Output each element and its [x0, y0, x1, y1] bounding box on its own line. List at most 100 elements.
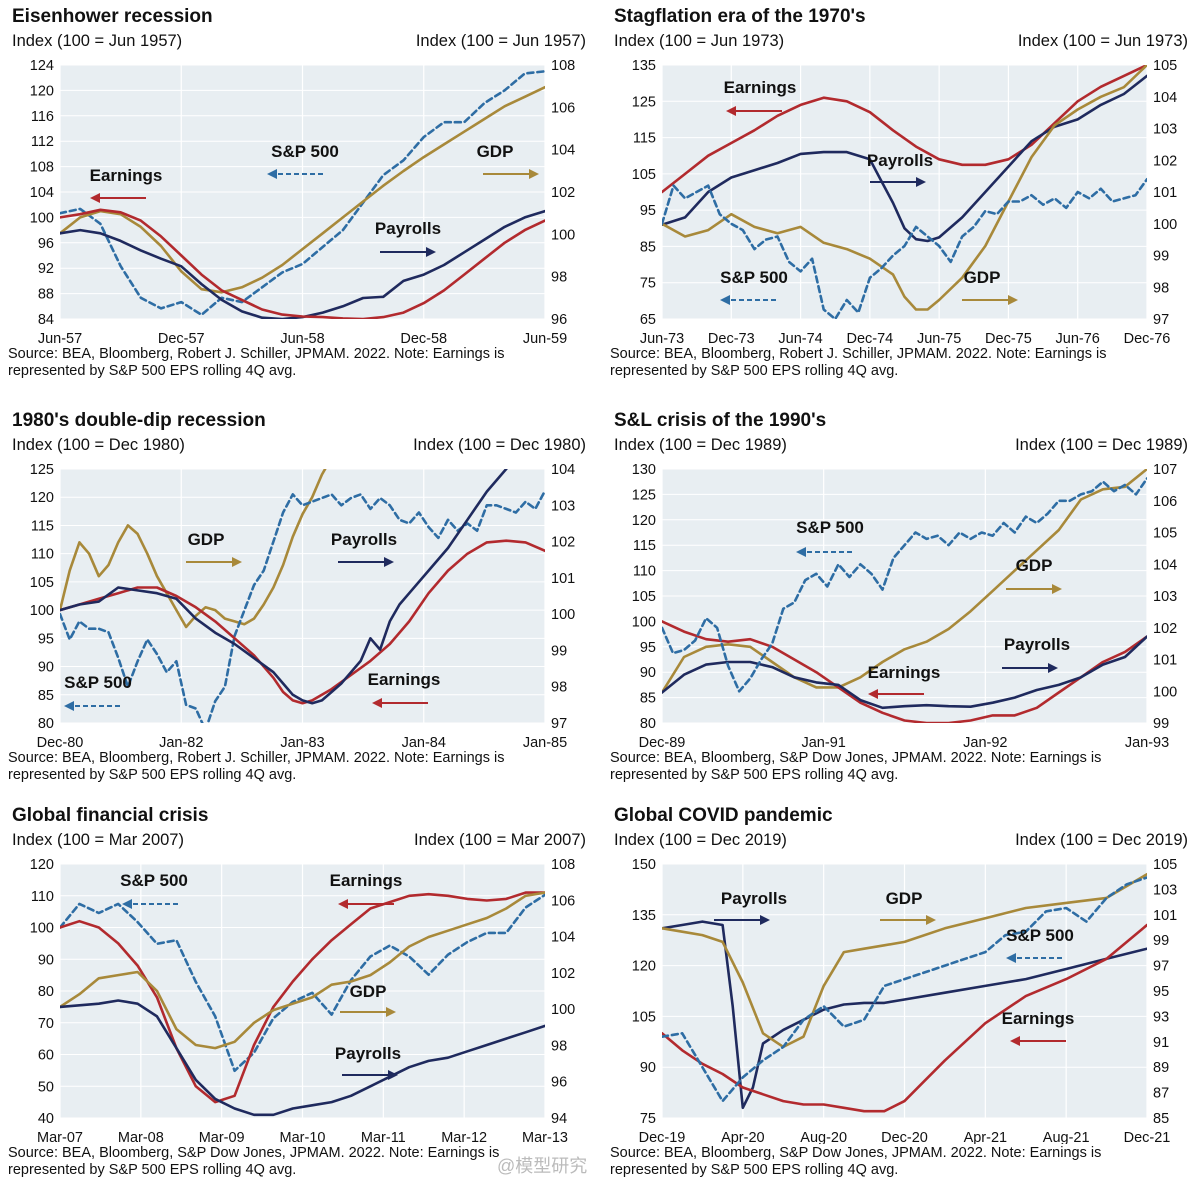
right-tick-label: 96 — [551, 312, 567, 328]
x-tick-label: Dec-58 — [400, 331, 447, 345]
chart-plot: 120 110 100 90 80 70 60 50 40 108 106 104 102 100 98 96… — [30, 857, 575, 1144]
left-tick-label: 135 — [632, 908, 656, 924]
right-tick-label: 100 — [551, 1002, 575, 1018]
chart-panel-sl-crisis: S&L crisis of the 1990's Index (100 = De… — [610, 404, 1200, 799]
right-axis-label: Index (100 = Jun 1957) — [415, 32, 586, 50]
source-line-2: represented by S&P 500 EPS rolling 4Q av… — [8, 1162, 297, 1178]
x-tick-label: Mar-07 — [37, 1130, 83, 1144]
x-tick-label: Jan-91 — [801, 735, 845, 749]
arrowhead-icon — [64, 701, 74, 711]
right-tick-label: 98 — [1153, 280, 1169, 296]
arrowhead-icon — [1010, 1036, 1020, 1046]
right-tick-label: 106 — [1153, 494, 1177, 510]
x-tick-label: Jun-76 — [1056, 331, 1100, 345]
left-tick-label: 88 — [38, 287, 54, 303]
left-tick-label: 105 — [30, 575, 54, 591]
right-tick-label: 97 — [551, 716, 567, 732]
source-note: Source: BEA, Bloomberg, S&P Dow Jones, J… — [610, 750, 1200, 784]
chart-title: Stagflation era of the 1970's — [614, 6, 866, 27]
source-line-1: Source: BEA, Bloomberg, S&P Dow Jones, J… — [610, 750, 1102, 766]
left-tick-label: 60 — [38, 1048, 54, 1064]
right-tick-label: 104 — [551, 143, 575, 159]
series-group — [662, 872, 1147, 1113]
left-tick-label: 115 — [633, 131, 656, 147]
right-tick-label: 98 — [551, 680, 567, 696]
left-tick-label: 115 — [633, 538, 656, 554]
arrowhead-icon — [868, 689, 878, 699]
right-tick-label: 97 — [1153, 959, 1169, 975]
arrowhead-icon — [926, 915, 936, 925]
series-label-earnings: Earnings — [1002, 1009, 1075, 1028]
source-line-2: represented by S&P 500 EPS rolling 4Q av… — [610, 1162, 899, 1178]
right-tick-label: 99 — [1153, 933, 1169, 949]
series-label-sandp-500: S&P 500 — [120, 871, 188, 890]
series-group — [60, 891, 545, 1117]
arrowhead-icon — [122, 899, 132, 909]
left-tick-label: 96 — [38, 236, 54, 252]
series-label-gdp: GDP — [477, 142, 514, 161]
x-tick-label: Mar-12 — [441, 1130, 487, 1144]
left-tick-label: 115 — [31, 518, 54, 534]
left-tick-label: 80 — [640, 716, 656, 732]
x-tick-label: Jan-83 — [280, 735, 324, 749]
series-label-sandp-500: S&P 500 — [1006, 926, 1074, 945]
series-line-earnings — [662, 65, 1147, 194]
chart-title: S&L crisis of the 1990's — [614, 410, 827, 431]
right-tick-label: 103 — [1153, 589, 1177, 605]
x-tick-label: Jan-92 — [963, 735, 1007, 749]
left-tick-label: 70 — [38, 1016, 54, 1032]
left-tick-label: 124 — [30, 58, 54, 74]
x-tick-label: Jun-57 — [38, 331, 82, 345]
series-line-earnings — [662, 620, 1147, 723]
series-label-sandp-500: S&P 500 — [64, 673, 132, 692]
series-line-sandp-500 — [662, 477, 1147, 693]
source-note: Source: BEA, Bloomberg, Robert J. Schill… — [610, 346, 1200, 380]
series-label-sandp-500: S&P 500 — [720, 268, 788, 287]
left-tick-label: 90 — [640, 665, 656, 681]
x-tick-label: Dec-74 — [846, 331, 893, 345]
series-line-earnings — [60, 891, 545, 1104]
series-label-gdp: GDP — [350, 982, 387, 1001]
series-label-earnings: Earnings — [868, 663, 941, 682]
series-label-payrolls: Payrolls — [867, 151, 933, 170]
chart-plot: 150 135 120 105 90 75 105 103 101 99 97 95 93 91 89 87 8… — [632, 857, 1177, 1144]
right-tick-label: 103 — [551, 498, 575, 514]
x-tick-label: Mar-13 — [522, 1130, 568, 1144]
right-axis-label: Index (100 = Dec 1980) — [413, 436, 586, 454]
right-tick-label: 104 — [551, 930, 575, 946]
x-tick-label: Mar-08 — [118, 1130, 164, 1144]
right-tick-label: 98 — [551, 270, 567, 286]
left-tick-label: 80 — [38, 984, 54, 1000]
series-label-earnings: Earnings — [724, 78, 797, 97]
right-tick-label: 105 — [1153, 857, 1177, 873]
left-tick-label: 85 — [640, 691, 656, 707]
right-axis-label: Index (100 = Dec 2019) — [1015, 831, 1188, 849]
series-label-gdp: GDP — [964, 268, 1001, 287]
left-tick-label: 125 — [632, 487, 656, 503]
x-tick-label: Jun-75 — [917, 331, 961, 345]
x-tick-label: Mar-09 — [199, 1130, 245, 1144]
right-tick-label: 103 — [1153, 882, 1177, 898]
arrowhead-icon — [386, 1007, 396, 1017]
right-tick-label: 108 — [551, 857, 575, 873]
left-tick-label: 130 — [632, 462, 656, 478]
left-tick-label: 95 — [38, 631, 54, 647]
right-axis-label: Index (100 = Mar 2007) — [414, 831, 586, 849]
left-tick-label: 84 — [38, 312, 54, 328]
right-tick-label: 98 — [551, 1038, 567, 1054]
chart-title: Global financial crisis — [12, 805, 209, 826]
series-label-earnings: Earnings — [90, 166, 163, 185]
series-line-earnings — [662, 923, 1147, 1113]
x-tick-label: Mar-11 — [361, 1130, 406, 1144]
right-tick-label: 99 — [1153, 716, 1169, 732]
chart-panel-gfc: Global financial crisis Index (100 = Mar… — [8, 799, 598, 1194]
right-tick-label: 102 — [1153, 621, 1177, 637]
source-note: Source: BEA, Bloomberg, Robert J. Schill… — [8, 346, 598, 380]
source-line-2: represented by S&P 500 EPS rolling 4Q av… — [610, 363, 899, 379]
right-tick-label: 100 — [551, 607, 575, 623]
plot-background — [662, 65, 1147, 319]
right-tick-label: 104 — [1153, 557, 1177, 573]
series-group — [662, 65, 1147, 319]
x-tick-label: Dec-80 — [37, 735, 84, 749]
right-tick-label: 101 — [1153, 653, 1177, 669]
